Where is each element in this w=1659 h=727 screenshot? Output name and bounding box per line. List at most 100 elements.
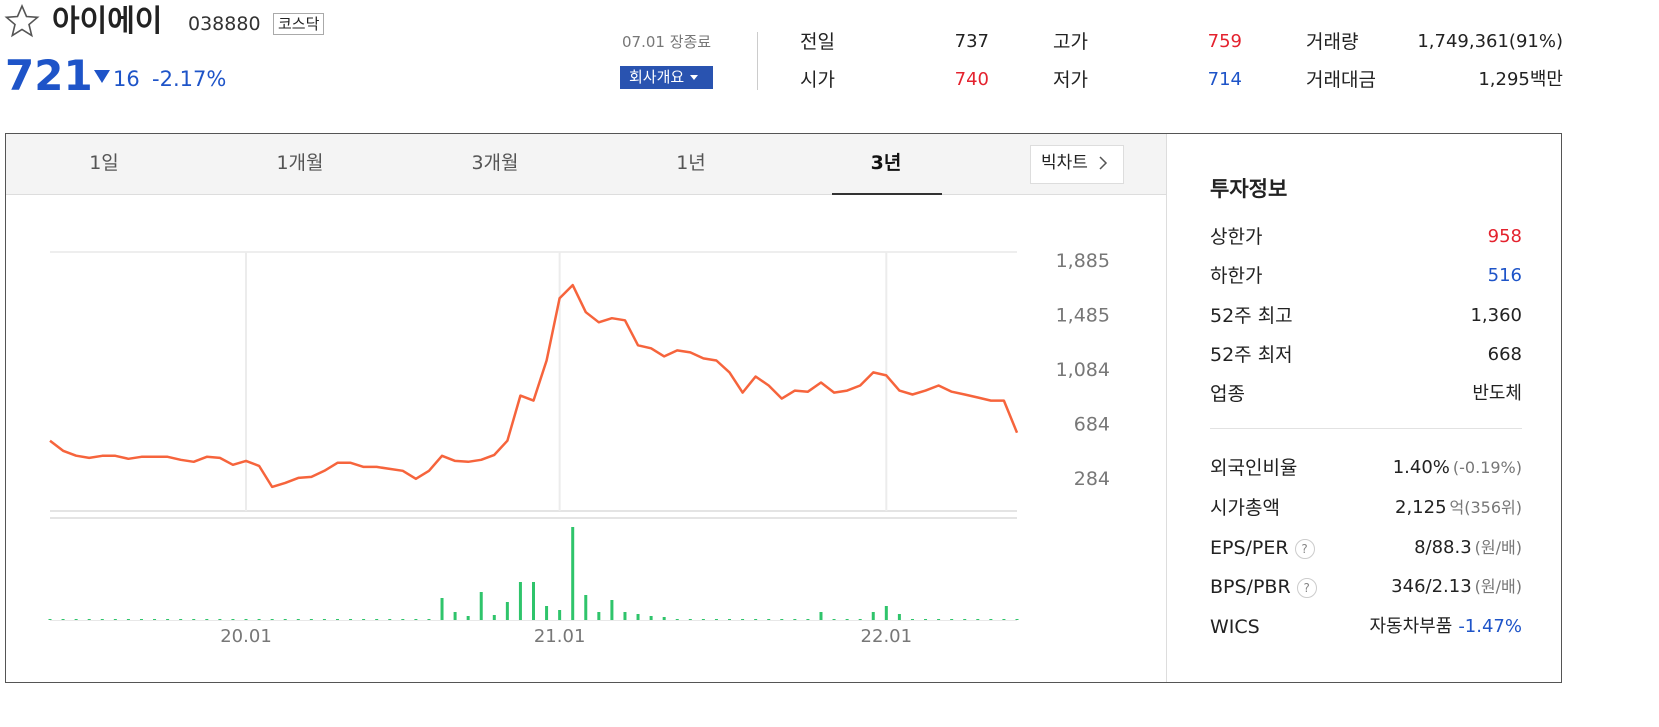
- invest-value: 346/2.13 (원/배): [1262, 575, 1522, 599]
- value-text: 668: [1487, 344, 1522, 365]
- volume-bar: [179, 619, 183, 620]
- invest-label: WICS: [1210, 616, 1260, 638]
- volume-bar: [780, 619, 784, 620]
- volume-bar: [793, 619, 797, 620]
- volume-bar: [819, 612, 823, 620]
- volume-bar: [597, 612, 601, 620]
- invest-label: 52주 최고: [1210, 305, 1293, 327]
- volume-bar: [466, 616, 470, 620]
- help-icon[interactable]: ?: [1294, 538, 1315, 559]
- stat-value: 714: [1207, 69, 1242, 90]
- volume-bar: [924, 619, 928, 620]
- volume-bar: [322, 619, 326, 620]
- volume-bar: [806, 619, 810, 620]
- value-text: 8/88.3: [1414, 537, 1472, 558]
- volume-bar: [87, 619, 91, 620]
- volume-bar: [375, 619, 379, 620]
- volume-bar: [309, 619, 313, 620]
- company-button-label: 회사개요: [629, 68, 685, 86]
- stat-value: 759: [1207, 31, 1242, 52]
- volume-bar: [741, 619, 745, 620]
- volume-bar: [884, 606, 888, 620]
- volume-bar: [401, 619, 405, 620]
- y-tick-label: 1,885: [1056, 250, 1110, 272]
- invest-value: 8/88.3 (원/배): [1262, 536, 1522, 560]
- invest-label: 하한가: [1210, 265, 1263, 287]
- divider: [757, 32, 758, 90]
- volume-bar: [976, 619, 980, 620]
- invest-label: 외국인비율: [1210, 457, 1298, 479]
- favorite-star[interactable]: [4, 4, 40, 38]
- y-tick-label: 1,084: [1056, 359, 1110, 381]
- invest-divider: [1210, 428, 1522, 429]
- stat-label: 전일: [800, 31, 835, 53]
- invest-value: 1,360: [1262, 304, 1522, 328]
- period-tab[interactable]: 1년: [676, 152, 706, 174]
- volume-bar: [283, 619, 287, 620]
- price-line: [49, 283, 1019, 489]
- value-text: 1,360: [1470, 305, 1522, 326]
- y-tick-label: 684: [1074, 413, 1110, 435]
- stat-value: 737: [954, 31, 989, 52]
- invest-value: 2,125 억(356위): [1262, 496, 1522, 520]
- volume-bar: [714, 619, 718, 620]
- value-text: 516: [1487, 265, 1522, 286]
- help-icon[interactable]: ?: [1296, 577, 1317, 598]
- period-tab[interactable]: 1개월: [276, 152, 324, 174]
- volume-bar: [584, 595, 588, 620]
- volume-bar: [937, 619, 941, 620]
- volume-bar: [897, 614, 901, 620]
- value-note: (-0.19%): [1452, 458, 1522, 477]
- volume-bar: [205, 619, 209, 620]
- company-button[interactable]: 회사개요: [620, 66, 713, 89]
- stock-name: 아이에이: [52, 4, 163, 39]
- volume-bar: [610, 600, 614, 620]
- volume-bar: [270, 619, 274, 620]
- tab-bar: [6, 134, 1166, 195]
- period-tab[interactable]: 1일: [89, 152, 119, 174]
- big-chart-label: 빅차트: [1041, 153, 1088, 173]
- price: 721: [5, 51, 93, 100]
- value-note: -1.47%: [1458, 616, 1522, 637]
- price-change: 16: [113, 67, 140, 91]
- market-badge: 코스닥: [273, 13, 325, 35]
- volume-bar: [296, 619, 300, 620]
- volume-bar: [61, 619, 65, 620]
- volume-bar: [675, 619, 679, 620]
- stat-label: 고가: [1053, 31, 1088, 53]
- market-status: 07.01 장종료: [622, 33, 712, 51]
- volume-bar: [858, 619, 862, 620]
- chevron: [1099, 156, 1107, 170]
- value-note: (원/배): [1474, 538, 1522, 557]
- volume-bar: [218, 619, 222, 620]
- volume-bar: [1015, 619, 1019, 620]
- invest-title: 투자정보: [1210, 177, 1288, 201]
- volume-bar: [166, 619, 170, 620]
- value-note: 억(356위): [1449, 498, 1522, 517]
- volume-bar: [963, 619, 967, 620]
- volume-bar: [414, 619, 418, 620]
- value-note: (원/배): [1474, 577, 1522, 596]
- active-underline: [832, 193, 942, 195]
- x-tick-label: 20.01: [220, 626, 272, 647]
- period-tab[interactable]: 3년: [870, 152, 902, 174]
- volume-bar: [427, 619, 431, 620]
- period-tab[interactable]: 3개월: [471, 152, 519, 174]
- volume-bar: [505, 602, 509, 620]
- volume-bar: [701, 619, 705, 620]
- value-text: 자동차부품: [1369, 616, 1453, 637]
- volume-bar: [335, 619, 339, 620]
- volume-bar: [479, 592, 483, 620]
- value-text: 958: [1487, 226, 1522, 247]
- volume-bar: [532, 582, 535, 620]
- y-tick-label: 284: [1074, 468, 1110, 490]
- big-chart-button[interactable]: 빅차트: [1030, 145, 1124, 184]
- volume-bar: [153, 619, 157, 620]
- volume-bar: [492, 615, 496, 620]
- dropdown-arrow: [690, 74, 699, 80]
- value-text: 346/2.13: [1391, 576, 1472, 597]
- volume-bar: [623, 612, 627, 620]
- price-change-rate: -2.17%: [152, 67, 227, 91]
- stock-code: 038880: [188, 13, 261, 35]
